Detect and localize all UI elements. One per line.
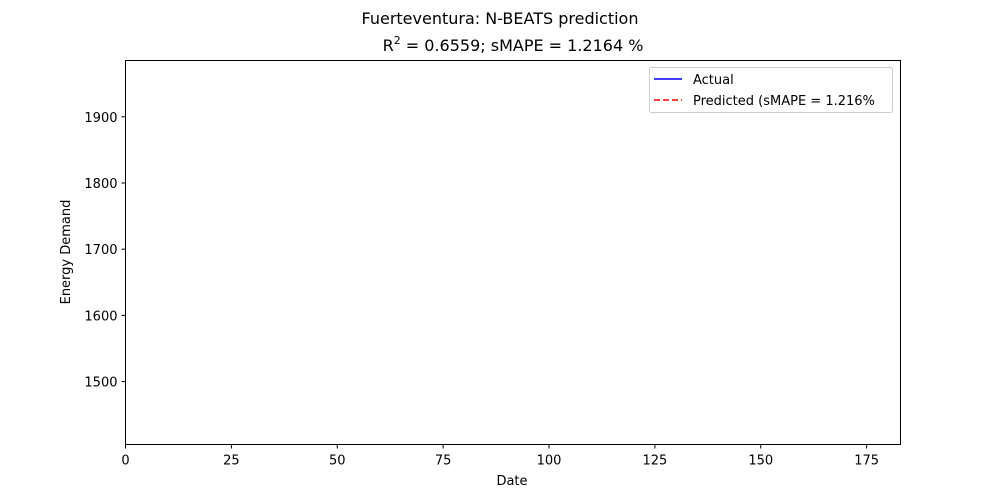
x-tick-label: 75 xyxy=(435,454,452,469)
chart-subtitle: R2 = 0.6559; sMAPE = 1.2164 % xyxy=(383,34,644,55)
x-axis-label: Date xyxy=(496,474,527,489)
subtitle-metrics: = 0.6559; sMAPE = 1.2164 % xyxy=(401,36,644,55)
legend: Actual Predicted (sMAPE = 1.216% xyxy=(649,67,893,113)
legend-label-predicted: Predicted (sMAPE = 1.216% xyxy=(693,94,875,109)
plot-area-frame xyxy=(125,60,901,445)
legend-label-actual: Actual xyxy=(693,73,734,88)
y-tick-label: 1600 xyxy=(84,309,117,324)
y-axis-ticks: 1500 1600 1700 1800 1900 xyxy=(84,111,126,391)
chart-title: Fuerteventura: N-BEATS prediction xyxy=(362,9,639,28)
y-axis-label: Energy Demand xyxy=(59,200,74,305)
subtitle-r-exponent: 2 xyxy=(394,34,401,47)
y-tick-label: 1500 xyxy=(84,376,117,391)
x-tick-label: 25 xyxy=(223,454,240,469)
y-tick-label: 1800 xyxy=(84,177,117,192)
legend-box xyxy=(649,67,893,113)
subtitle-r-symbol: R xyxy=(383,36,394,55)
x-tick-label: 150 xyxy=(748,454,773,469)
x-axis-ticks: 0 25 50 75 100 125 150 175 xyxy=(121,444,879,469)
x-tick-label: 0 xyxy=(121,454,129,469)
x-tick-label: 100 xyxy=(537,454,562,469)
x-tick-label: 175 xyxy=(854,454,879,469)
x-tick-label: 125 xyxy=(642,454,667,469)
y-tick-label: 1900 xyxy=(84,111,117,126)
x-tick-label: 50 xyxy=(329,454,346,469)
y-tick-label: 1700 xyxy=(84,243,117,258)
